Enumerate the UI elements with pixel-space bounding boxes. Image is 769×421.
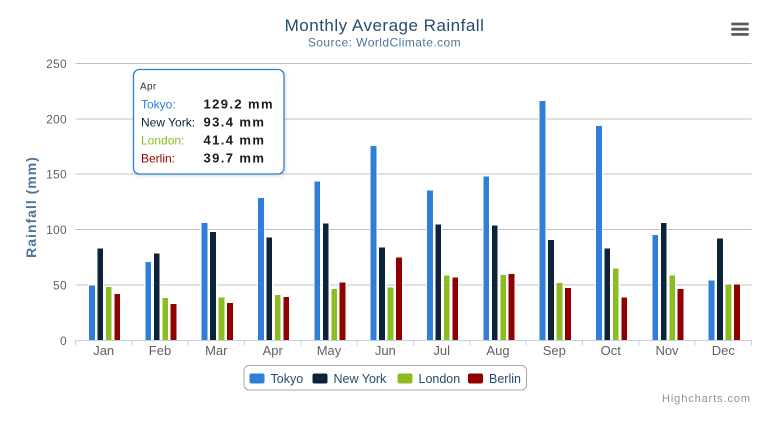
svg-text:0: 0 [60,334,67,348]
svg-text:Berlin: Berlin [489,372,521,386]
svg-text:Mar: Mar [205,343,228,358]
svg-text:Jun: Jun [375,343,396,358]
svg-text:Berlin:: Berlin: [141,152,175,166]
svg-text:93.4 mm: 93.4 mm [204,115,266,130]
svg-text:250: 250 [46,57,67,71]
svg-text:Jan: Jan [93,343,114,358]
svg-text:Oct: Oct [601,343,622,358]
svg-text:May: May [317,343,342,358]
svg-text:150: 150 [46,168,67,182]
svg-text:50: 50 [53,279,67,293]
svg-text:Feb: Feb [149,343,171,358]
svg-text:Source: WorldClimate.com: Source: WorldClimate.com [308,36,461,50]
svg-text:Monthly Average Rainfall: Monthly Average Rainfall [285,16,485,35]
svg-text:Apr: Apr [140,82,157,93]
svg-text:129.2 mm: 129.2 mm [204,97,274,112]
svg-text:41.4 mm: 41.4 mm [204,133,266,148]
svg-text:Sep: Sep [543,343,566,358]
svg-text:200: 200 [46,112,67,126]
svg-text:100: 100 [46,223,67,237]
svg-text:Highcharts.com: Highcharts.com [662,393,751,405]
svg-text:Jul: Jul [433,343,450,358]
svg-text:London: London [419,372,461,386]
svg-text:New York:: New York: [141,116,195,130]
svg-text:Apr: Apr [263,343,284,358]
svg-text:London:: London: [141,134,184,148]
svg-text:39.7 mm: 39.7 mm [204,151,266,166]
svg-text:Dec: Dec [712,343,736,358]
svg-text:Tokyo: Tokyo [271,372,304,386]
svg-text:Tokyo:: Tokyo: [141,98,176,112]
svg-text:Rainfall (mm): Rainfall (mm) [23,156,39,258]
svg-text:Nov: Nov [655,343,679,358]
svg-text:New York: New York [334,372,388,386]
svg-text:Aug: Aug [486,343,509,358]
